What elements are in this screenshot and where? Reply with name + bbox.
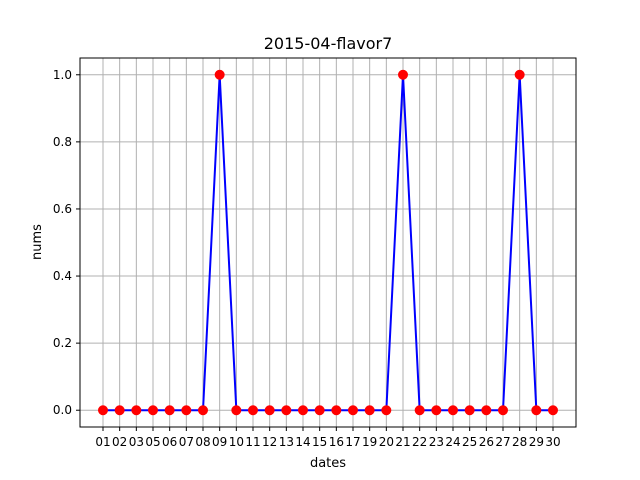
- chart-title: 2015-04-flavor7: [264, 34, 393, 53]
- x-tick-label: 30: [545, 435, 560, 449]
- x-tick-label: 19: [362, 435, 377, 449]
- x-tick-label: 10: [229, 435, 244, 449]
- data-point: [531, 405, 542, 416]
- x-tick-label: 28: [512, 435, 527, 449]
- data-point: [231, 405, 242, 416]
- y-axis-label: nums: [30, 224, 45, 260]
- x-tick-label: 05: [145, 435, 160, 449]
- x-tick-label: 12: [262, 435, 277, 449]
- data-point: [314, 405, 325, 416]
- data-point: [548, 405, 558, 416]
- y-tick-label: 0.8: [53, 135, 72, 149]
- x-tick-label: 24: [445, 435, 460, 449]
- series-line: [102, 73, 554, 412]
- data-point: [481, 405, 492, 416]
- x-tick-label: 17: [345, 435, 360, 449]
- x-tick-label: 08: [195, 435, 210, 449]
- data-point: [198, 405, 208, 416]
- x-tick-label: 15: [312, 435, 327, 449]
- x-axis-label: dates: [310, 456, 346, 471]
- data-point: [381, 405, 392, 416]
- y-tick-label: 0.2: [53, 336, 72, 350]
- data-series: [98, 69, 558, 416]
- x-tick-label: 14: [295, 435, 310, 449]
- axes: [76, 57, 577, 431]
- x-tick-label: 20: [379, 435, 394, 449]
- x-tick-label: 21: [395, 435, 410, 449]
- x-tick-label: 22: [412, 435, 427, 449]
- plot-frame: [79, 57, 577, 428]
- x-tick-label: 16: [329, 435, 344, 449]
- data-point: [264, 405, 275, 416]
- x-tick-label: 06: [162, 435, 177, 449]
- x-tick-label: 13: [279, 435, 294, 449]
- x-tick-label: 11: [245, 435, 260, 449]
- x-tick-label: 29: [529, 435, 544, 449]
- x-tick-label: 27: [495, 435, 510, 449]
- data-point: [214, 69, 225, 80]
- x-tick-label: 01: [95, 435, 110, 449]
- data-point: [431, 405, 442, 416]
- data-point: [348, 405, 358, 416]
- data-point: [131, 405, 142, 416]
- data-point: [248, 405, 258, 416]
- tick-labels: 01 02 03 05 06 07 08 09 10 11 12 13 14 15 16 17 19 20 21 22…: [53, 68, 561, 449]
- data-point: [498, 405, 508, 416]
- data-point: [164, 405, 175, 416]
- x-tick-label: 23: [429, 435, 444, 449]
- y-tick-label: 0.0: [53, 403, 72, 417]
- data-point: [464, 405, 475, 416]
- y-tick-label: 1.0: [53, 68, 72, 82]
- x-tick-label: 26: [479, 435, 494, 449]
- data-point: [364, 405, 375, 416]
- x-tick-label: 02: [112, 435, 127, 449]
- x-tick-label: 09: [212, 435, 227, 449]
- x-tick-label: 03: [129, 435, 144, 449]
- data-point: [414, 405, 425, 416]
- data-point: [448, 405, 458, 416]
- x-tick-label: 25: [462, 435, 477, 449]
- data-point: [148, 405, 158, 416]
- y-tick-label: 0.6: [53, 202, 72, 216]
- y-tick-label: 0.4: [53, 269, 72, 283]
- data-point: [281, 405, 292, 416]
- grid-lines: [80, 58, 576, 427]
- data-point: [181, 405, 192, 416]
- data-point: [298, 405, 308, 416]
- x-tick-label: 07: [179, 435, 194, 449]
- data-point: [98, 405, 108, 416]
- data-point: [398, 69, 408, 80]
- data-point: [114, 405, 125, 416]
- data-point: [331, 405, 342, 416]
- data-point: [514, 69, 525, 80]
